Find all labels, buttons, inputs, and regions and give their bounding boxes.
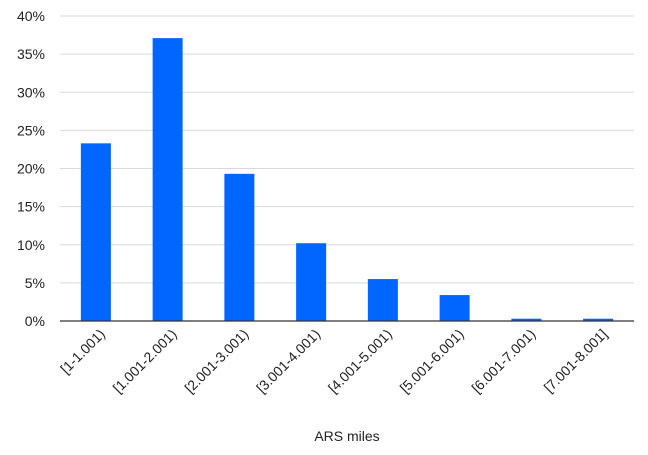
y-tick-label: 40% (17, 8, 45, 24)
y-tick-label: 30% (17, 84, 45, 100)
y-tick-label: 35% (17, 46, 45, 62)
gridlines (60, 15, 634, 284)
y-tick-label: 10% (17, 237, 45, 253)
y-axis-tick-labels: 0% 5% 10% 15% 20% 25% 30% 35% 40% (17, 8, 45, 329)
bar (439, 295, 470, 321)
y-tick-label: 20% (17, 161, 45, 177)
x-tick-label: [7.001-8.001] (541, 326, 611, 396)
bar (367, 279, 398, 321)
bar (224, 173, 255, 321)
bar (511, 318, 542, 321)
x-tick-label: [5.001-6.001) (397, 326, 467, 396)
bar (583, 318, 614, 321)
bar (152, 38, 183, 322)
y-tick-label: 15% (17, 199, 45, 215)
y-tick-label: 25% (17, 122, 45, 138)
x-tick-label: [3.001-4.001) (253, 326, 323, 396)
x-tick-label: [1.001-2.001) (110, 326, 180, 396)
x-tick-label: [2.001-3.001) (181, 326, 251, 396)
bar (296, 243, 327, 321)
x-axis-tick-labels: [1-1.001) [1.001-2.001) [2.001-3.001) [3.00… (57, 326, 610, 396)
bar (80, 143, 111, 321)
x-tick-label: [6.001-7.001) (468, 326, 538, 396)
x-tick-label: [1-1.001) (57, 326, 108, 377)
bars (80, 38, 614, 322)
y-tick-label: 0% (25, 313, 45, 329)
x-axis-title: ARS miles (314, 428, 379, 444)
y-tick-label: 5% (25, 275, 45, 291)
x-tick-label: [4.001-5.001) (325, 326, 395, 396)
